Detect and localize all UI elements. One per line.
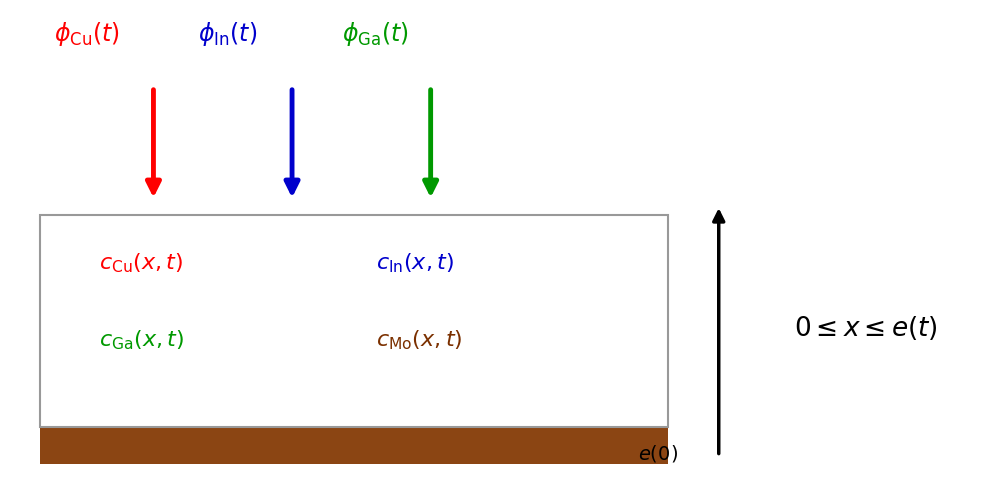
Text: $c_{\mathrm{In}}(x, t)$: $c_{\mathrm{In}}(x, t)$ (376, 252, 454, 275)
Text: $0 \leq x \leq e(t)$: $0 \leq x \leq e(t)$ (794, 314, 939, 342)
Bar (40, 215, 668, 427)
Text: $c_{\mathrm{Ga}}(x, t)$: $c_{\mathrm{Ga}}(x, t)$ (99, 329, 184, 352)
Bar (40, 423, 668, 464)
Text: $\phi_{\mathrm{In}}(t)$: $\phi_{\mathrm{In}}(t)$ (198, 20, 257, 48)
Text: $c_{\mathrm{Mo}}(x, t)$: $c_{\mathrm{Mo}}(x, t)$ (376, 329, 462, 352)
Text: $e(0)$: $e(0)$ (639, 442, 678, 464)
Text: $\phi_{\mathrm{Cu}}(t)$: $\phi_{\mathrm{Cu}}(t)$ (54, 20, 121, 48)
Text: $c_{\mathrm{Cu}}(x, t)$: $c_{\mathrm{Cu}}(x, t)$ (99, 252, 183, 275)
Text: $\phi_{\mathrm{Ga}}(t)$: $\phi_{\mathrm{Ga}}(t)$ (342, 20, 408, 48)
